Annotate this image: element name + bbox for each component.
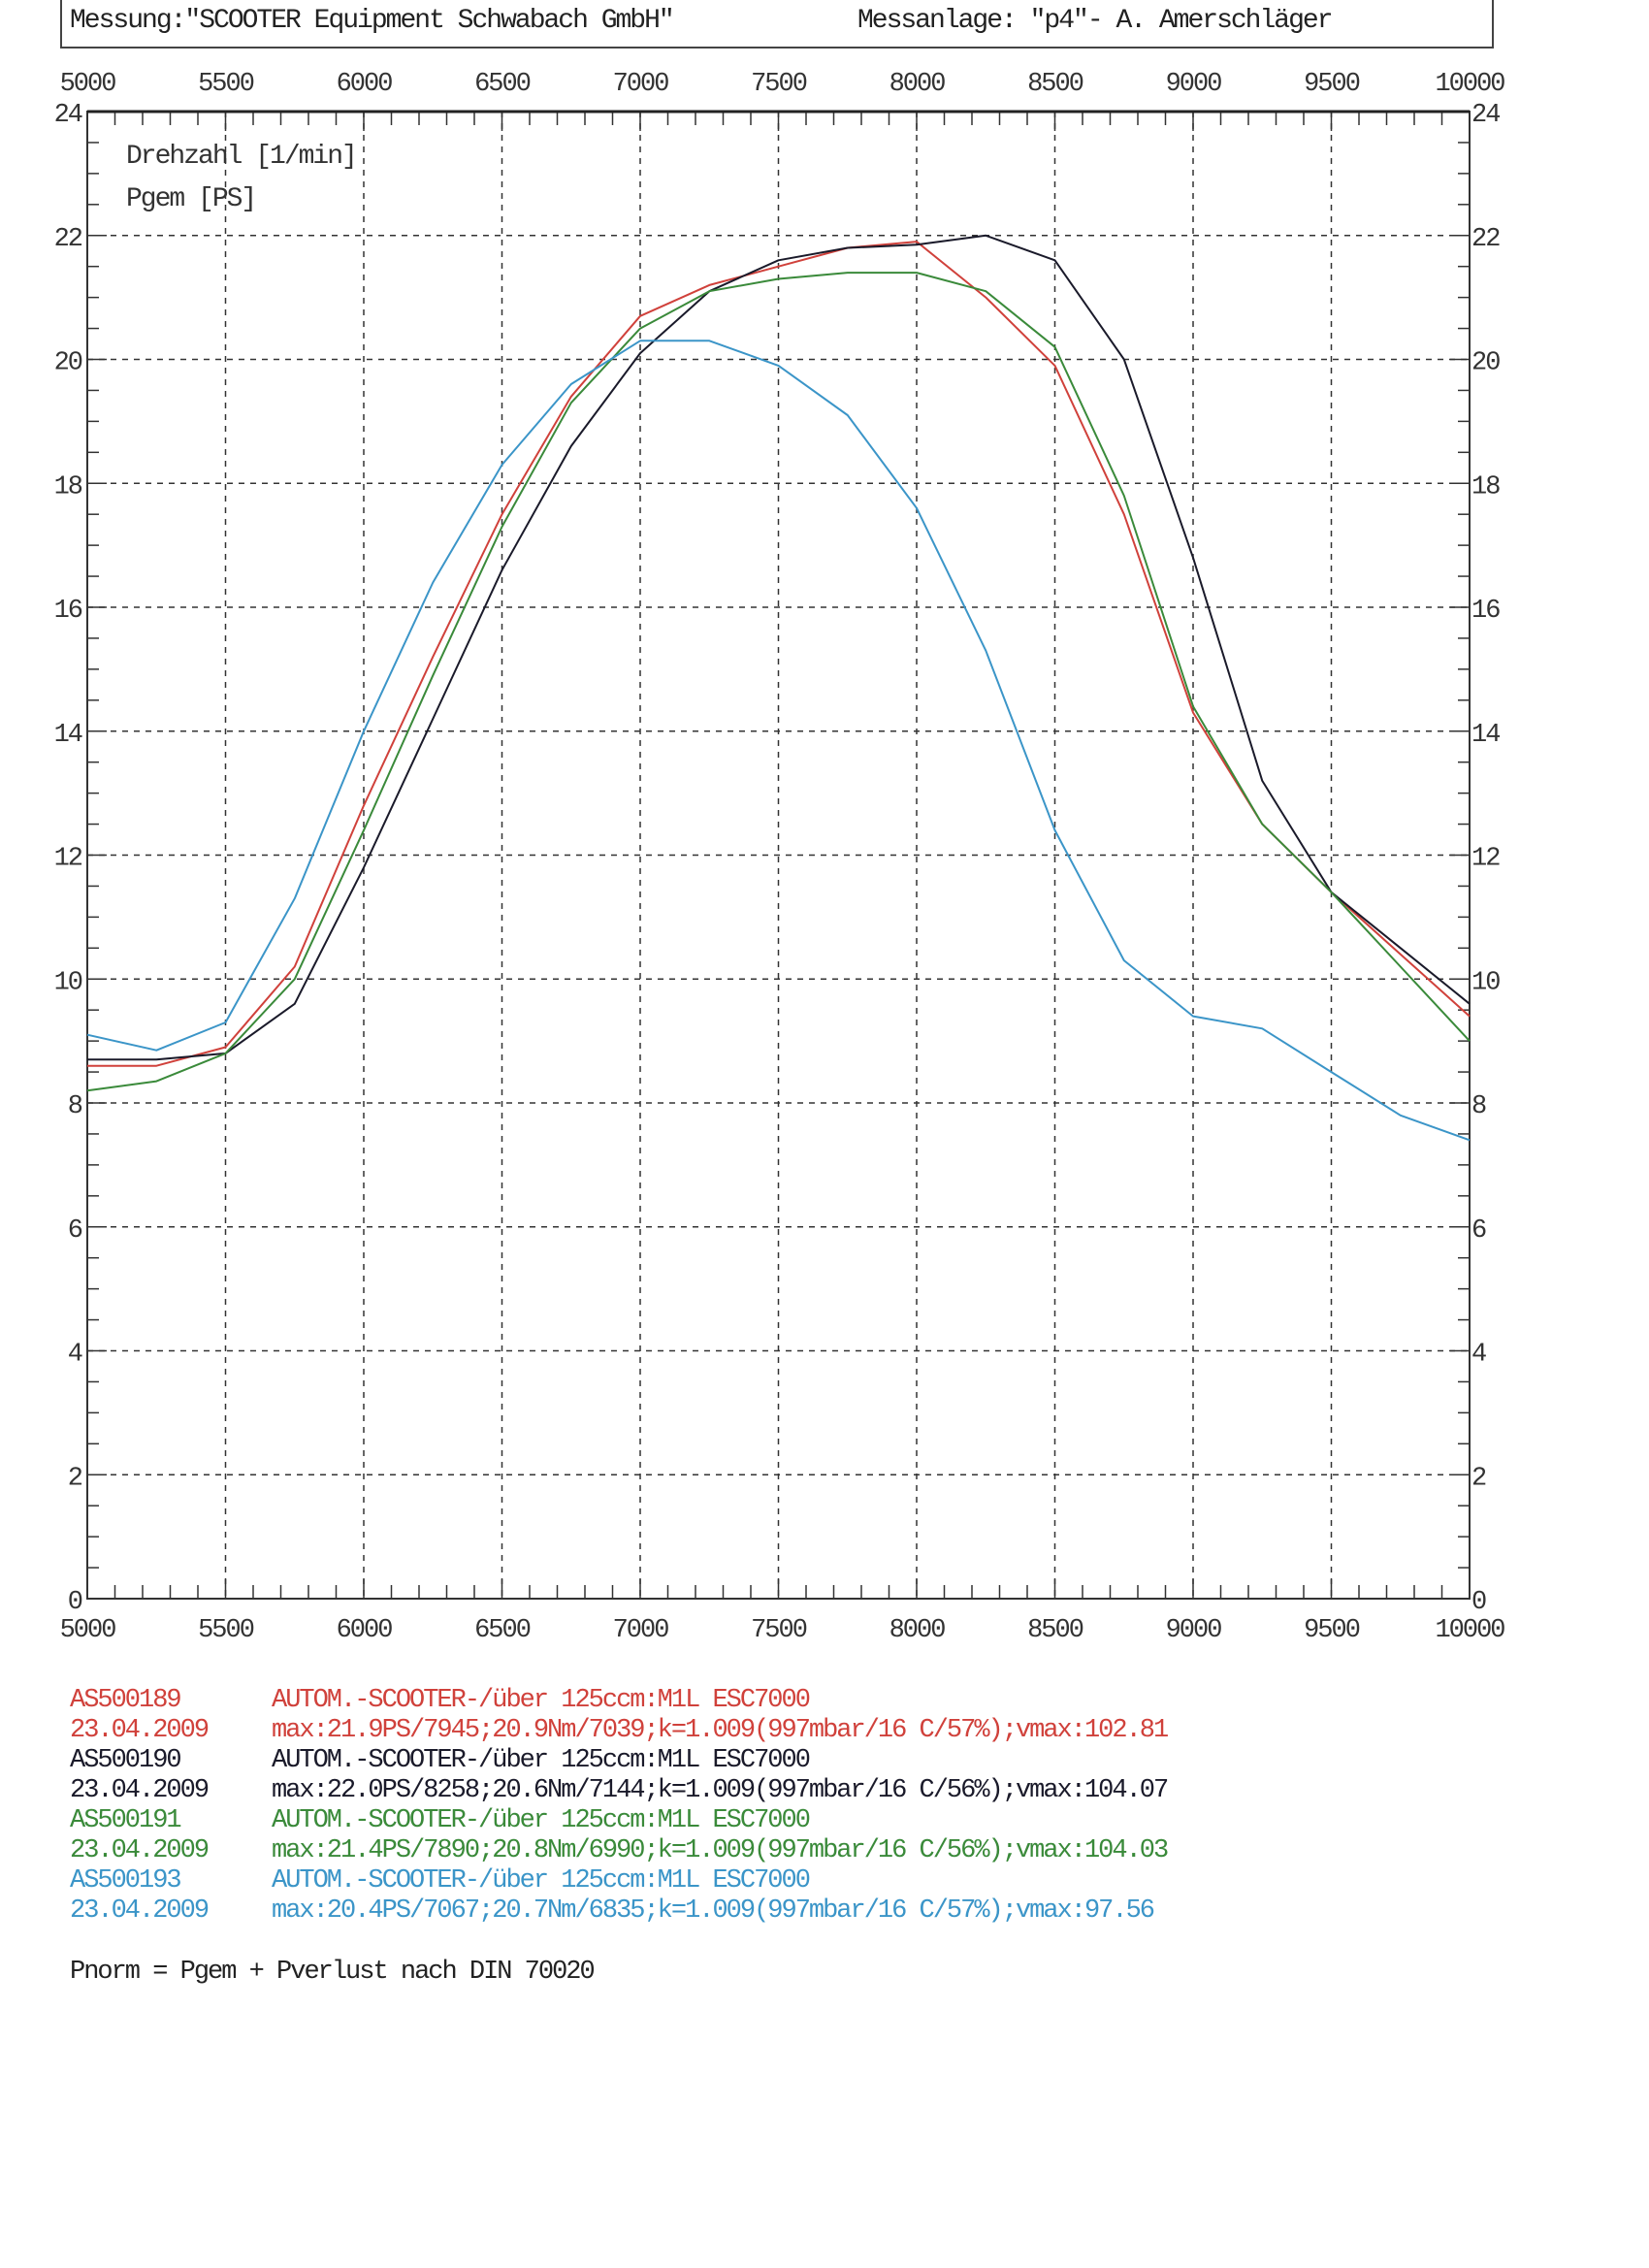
x-tick-label-bottom: 9000 bbox=[1166, 1616, 1222, 1645]
legend-entry-stats: 23.04.2009 max:20.4PS/7067;20.7Nm/6835;k=… bbox=[70, 1896, 1167, 1927]
y-tick-label-left: 18 bbox=[54, 472, 82, 502]
series-line-AS500190 bbox=[87, 234, 1471, 1061]
dyno-chart: 5000 5000 5500 5500 6000 6000 6500 6500 7000 7000… bbox=[54, 70, 1507, 1645]
legend-entry-stats: 23.04.2009 max:21.4PS/7890;20.8Nm/6990;k=… bbox=[70, 1836, 1169, 1866]
x-tick-label-bottom: 9500 bbox=[1304, 1616, 1360, 1645]
legend-run-date: 23.04.2009 bbox=[70, 1896, 210, 1926]
legend-run-date: 23.04.2009 bbox=[70, 1776, 210, 1805]
x-tick-label-bottom: 6000 bbox=[337, 1616, 393, 1645]
legend-entry-header: AS500191 AUTOM.-SCOOTER-/über 125ccm:M1L … bbox=[70, 1806, 1167, 1836]
y-tick-label-right: 10 bbox=[1471, 968, 1500, 997]
legend-entry-stats: 23.04.2009 max:22.0PS/8258;20.6Nm/7144;k=… bbox=[70, 1776, 1169, 1806]
x-tick-label-top: 7500 bbox=[751, 70, 807, 99]
legend-run-id: AS500189 bbox=[70, 1686, 182, 1715]
y-axis-label: Pgem [PS] bbox=[126, 184, 255, 214]
y-tick-label-left: 8 bbox=[68, 1092, 82, 1121]
y-tick-label-left: 0 bbox=[68, 1588, 82, 1617]
y-tick-label-left: 12 bbox=[54, 845, 82, 874]
legend-run-date: 23.04.2009 bbox=[70, 1716, 210, 1745]
y-tick-label-right: 18 bbox=[1471, 472, 1500, 502]
legend-run-stats: max:22.0PS/8258;20.6Nm/7144;k=1.009(997m… bbox=[272, 1776, 1169, 1805]
x-tick-label-bottom: 7000 bbox=[613, 1616, 669, 1645]
x-tick-label-top: 5500 bbox=[198, 70, 254, 99]
y-tick-label-right: 12 bbox=[1471, 845, 1500, 874]
legend-run-stats: max:21.9PS/7945;20.9Nm/7039;k=1.009(997m… bbox=[272, 1716, 1169, 1745]
y-tick-label-right: 24 bbox=[1471, 101, 1500, 130]
legend-run-stats: max:21.4PS/7890;20.8Nm/6990;k=1.009(997m… bbox=[272, 1836, 1169, 1865]
x-axis-label: Drehzahl [1/min] bbox=[126, 142, 356, 172]
y-tick-label-right: 6 bbox=[1471, 1216, 1486, 1246]
y-tick-label-left: 10 bbox=[54, 968, 82, 997]
x-tick-label-bottom: 6500 bbox=[474, 1616, 531, 1645]
x-tick-label-top: 6000 bbox=[337, 70, 393, 99]
y-tick-label-right: 4 bbox=[1471, 1341, 1486, 1370]
header-box: Messung:"SCOOTER Equipment Schwabach Gmb… bbox=[60, 0, 1494, 49]
x-tick-label-top: 7000 bbox=[613, 70, 669, 99]
y-tick-label-left: 24 bbox=[54, 101, 82, 130]
legend-run-stats: max:20.4PS/7067;20.7Nm/6835;k=1.009(997m… bbox=[272, 1896, 1155, 1926]
x-tick-label-top: 6500 bbox=[474, 70, 531, 99]
y-tick-label-left: 14 bbox=[54, 721, 82, 750]
y-tick-label-right: 0 bbox=[1471, 1588, 1486, 1617]
measurement-label: Messung:"SCOOTER Equipment Schwabach Gmb… bbox=[70, 6, 675, 36]
legend-run-desc: AUTOM.-SCOOTER-/über 125ccm:M1L ESC7000 bbox=[272, 1746, 811, 1775]
series-line-AS500189 bbox=[87, 241, 1471, 1067]
y-tick-label-left: 16 bbox=[54, 597, 82, 626]
y-tick-label-left: 4 bbox=[68, 1341, 82, 1370]
x-tick-label-top: 8000 bbox=[889, 70, 946, 99]
legend-run-id: AS500190 bbox=[70, 1746, 182, 1775]
y-tick-label-right: 2 bbox=[1471, 1464, 1486, 1493]
legend-entry-header: AS500189 AUTOM.-SCOOTER-/über 125ccm:M1L … bbox=[70, 1686, 1167, 1716]
legend-entry-stats: 23.04.2009 max:21.9PS/7945;20.9Nm/7039;k=… bbox=[70, 1716, 1169, 1746]
y-tick-label-left: 2 bbox=[68, 1464, 82, 1493]
legend-entry-header: AS500193 AUTOM.-SCOOTER-/über 125ccm:M1L … bbox=[70, 1866, 1167, 1896]
x-tick-label-top: 9500 bbox=[1304, 70, 1360, 99]
legend: AS500189 AUTOM.-SCOOTER-/über 125ccm:M1L … bbox=[70, 1686, 1169, 1927]
y-tick-label-right: 16 bbox=[1471, 597, 1500, 626]
y-tick-label-left: 6 bbox=[68, 1216, 82, 1246]
x-tick-label-top: 10000 bbox=[1435, 70, 1504, 99]
legend-run-id: AS500193 bbox=[70, 1866, 182, 1895]
y-tick-label-right: 14 bbox=[1471, 721, 1500, 750]
legend-run-id: AS500191 bbox=[70, 1806, 182, 1835]
legend-entry-header: AS500190 AUTOM.-SCOOTER-/über 125ccm:M1L … bbox=[70, 1746, 1167, 1776]
legend-run-desc: AUTOM.-SCOOTER-/über 125ccm:M1L ESC7000 bbox=[272, 1686, 811, 1715]
x-tick-label-top: 8500 bbox=[1027, 70, 1083, 99]
x-tick-label-bottom: 8500 bbox=[1027, 1616, 1083, 1645]
legend-run-date: 23.04.2009 bbox=[70, 1836, 210, 1865]
x-tick-label-bottom: 7500 bbox=[751, 1616, 807, 1645]
x-tick-label-bottom: 8000 bbox=[889, 1616, 946, 1645]
y-tick-label-left: 20 bbox=[54, 349, 82, 378]
legend-run-desc: AUTOM.-SCOOTER-/über 125ccm:M1L ESC7000 bbox=[272, 1866, 811, 1895]
series-line-AS500191 bbox=[86, 272, 1471, 1092]
footnote: Pnorm = Pgem + Pverlust nach DIN 70020 bbox=[70, 1958, 596, 1987]
x-tick-label-top: 9000 bbox=[1166, 70, 1222, 99]
y-tick-label-right: 20 bbox=[1471, 349, 1500, 378]
legend-run-desc: AUTOM.-SCOOTER-/über 125ccm:M1L ESC7000 bbox=[272, 1806, 811, 1835]
series-line-AS500193 bbox=[86, 340, 1471, 1142]
x-tick-label-bottom: 10000 bbox=[1435, 1616, 1504, 1645]
facility-label: Messanlage: "p4"- A. Amerschläger bbox=[857, 6, 1333, 36]
y-tick-label-left: 22 bbox=[54, 225, 82, 254]
x-tick-label-bottom: 5000 bbox=[60, 1616, 116, 1645]
x-tick-label-top: 5000 bbox=[60, 70, 116, 99]
x-tick-label-bottom: 5500 bbox=[198, 1616, 254, 1645]
y-tick-label-right: 8 bbox=[1471, 1092, 1486, 1121]
y-tick-label-right: 22 bbox=[1471, 225, 1500, 254]
